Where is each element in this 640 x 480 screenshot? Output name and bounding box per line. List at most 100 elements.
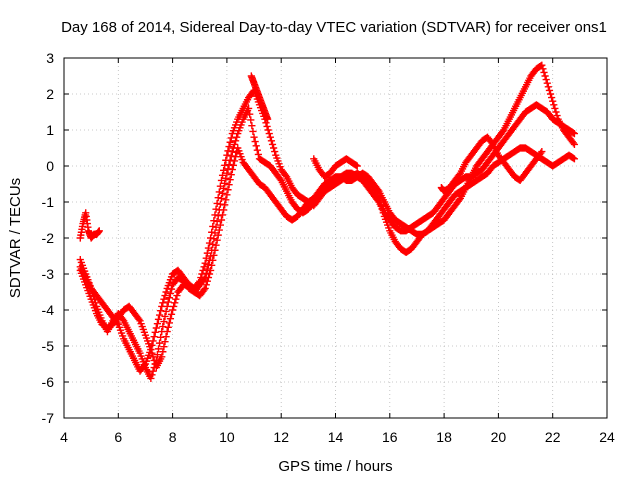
data-point bbox=[225, 142, 233, 151]
data-point bbox=[537, 149, 545, 157]
x-tick-label: 16 bbox=[382, 429, 398, 445]
data-point bbox=[231, 137, 240, 145]
data-point bbox=[147, 346, 155, 354]
data-point bbox=[209, 222, 217, 231]
data-point bbox=[88, 288, 96, 296]
data-point bbox=[159, 299, 167, 307]
y-tick-label: -4 bbox=[42, 302, 55, 318]
data-point bbox=[207, 234, 215, 242]
data-point bbox=[209, 256, 217, 264]
data-point bbox=[135, 315, 143, 323]
y-tick-label: 3 bbox=[46, 50, 54, 66]
data-point bbox=[221, 201, 229, 209]
data-point bbox=[224, 147, 232, 155]
x-tick-label: 24 bbox=[599, 429, 615, 445]
data-point bbox=[253, 146, 261, 154]
data-point bbox=[204, 261, 213, 269]
data-point bbox=[214, 194, 222, 202]
data-point bbox=[225, 160, 233, 169]
data-point bbox=[163, 302, 171, 310]
data-point bbox=[271, 148, 279, 156]
data-point bbox=[203, 277, 211, 285]
data-point bbox=[246, 110, 254, 118]
data-point bbox=[542, 76, 550, 84]
data-point bbox=[229, 161, 238, 169]
data-point bbox=[221, 179, 229, 187]
data-point bbox=[252, 142, 260, 150]
x-tick-label: 14 bbox=[328, 429, 344, 445]
data-point bbox=[218, 189, 227, 197]
data-point bbox=[205, 270, 214, 278]
data-point bbox=[169, 306, 177, 314]
data-point bbox=[230, 140, 239, 148]
data-point bbox=[151, 328, 159, 336]
data-point bbox=[569, 129, 577, 137]
data-point bbox=[541, 72, 549, 80]
data-point bbox=[162, 333, 170, 341]
data-point bbox=[254, 150, 262, 159]
data-point bbox=[227, 152, 235, 160]
data-point bbox=[227, 134, 235, 142]
y-tick-label: 2 bbox=[46, 86, 54, 102]
y-tick-label: -6 bbox=[42, 374, 55, 390]
data-point bbox=[208, 228, 216, 236]
data-point bbox=[203, 265, 211, 273]
data-point bbox=[212, 205, 220, 213]
data-point bbox=[265, 130, 273, 138]
data-point bbox=[227, 171, 235, 179]
data-point bbox=[214, 231, 222, 239]
data-point bbox=[165, 319, 173, 327]
data-point bbox=[210, 251, 218, 259]
data-point bbox=[171, 299, 179, 307]
data-point bbox=[208, 261, 216, 269]
data-point bbox=[249, 127, 257, 136]
data-point bbox=[216, 200, 224, 208]
data-point bbox=[544, 83, 552, 91]
x-tick-label: 18 bbox=[436, 429, 452, 445]
data-point bbox=[266, 133, 274, 141]
data-point bbox=[267, 137, 276, 145]
data-point bbox=[212, 241, 220, 249]
x-tick-label: 20 bbox=[491, 429, 507, 445]
data-point bbox=[202, 281, 210, 289]
data-point bbox=[149, 367, 157, 375]
y-tick-label: -7 bbox=[42, 410, 55, 426]
data-point bbox=[228, 148, 236, 156]
data-point bbox=[210, 235, 218, 243]
data-point bbox=[162, 307, 170, 316]
data-point bbox=[148, 349, 156, 357]
data-point bbox=[220, 184, 228, 192]
data-point bbox=[167, 310, 176, 318]
x-tick-label: 22 bbox=[545, 429, 561, 445]
data-point bbox=[166, 289, 175, 298]
data-point bbox=[201, 259, 209, 267]
data-point bbox=[207, 266, 215, 274]
data-point bbox=[95, 227, 103, 235]
data-point bbox=[153, 320, 161, 328]
y-tick-label: 0 bbox=[46, 158, 54, 174]
data-point bbox=[248, 122, 256, 130]
y-axis-label: SDTVAR / TECUs bbox=[7, 178, 24, 298]
data-point bbox=[233, 133, 241, 141]
x-tick-label: 4 bbox=[60, 429, 68, 445]
chart-title: Day 168 of 2014, Sidereal Day-to-day VTE… bbox=[61, 19, 607, 36]
data-point bbox=[551, 104, 559, 112]
data-point bbox=[223, 169, 231, 177]
data-point bbox=[157, 307, 165, 315]
data-point bbox=[549, 97, 557, 105]
data-point bbox=[166, 315, 175, 323]
data-point bbox=[569, 154, 577, 162]
data-point bbox=[152, 324, 160, 332]
data-point bbox=[353, 162, 361, 170]
data-point bbox=[539, 65, 547, 73]
data-point bbox=[214, 212, 222, 220]
data-point bbox=[545, 86, 554, 94]
data-point bbox=[230, 157, 239, 165]
data-point bbox=[220, 206, 228, 214]
data-point bbox=[160, 295, 168, 303]
data-point bbox=[172, 295, 180, 303]
data-point bbox=[164, 323, 172, 331]
data-point bbox=[224, 165, 232, 173]
data-point bbox=[269, 144, 278, 152]
data-point bbox=[164, 298, 172, 306]
